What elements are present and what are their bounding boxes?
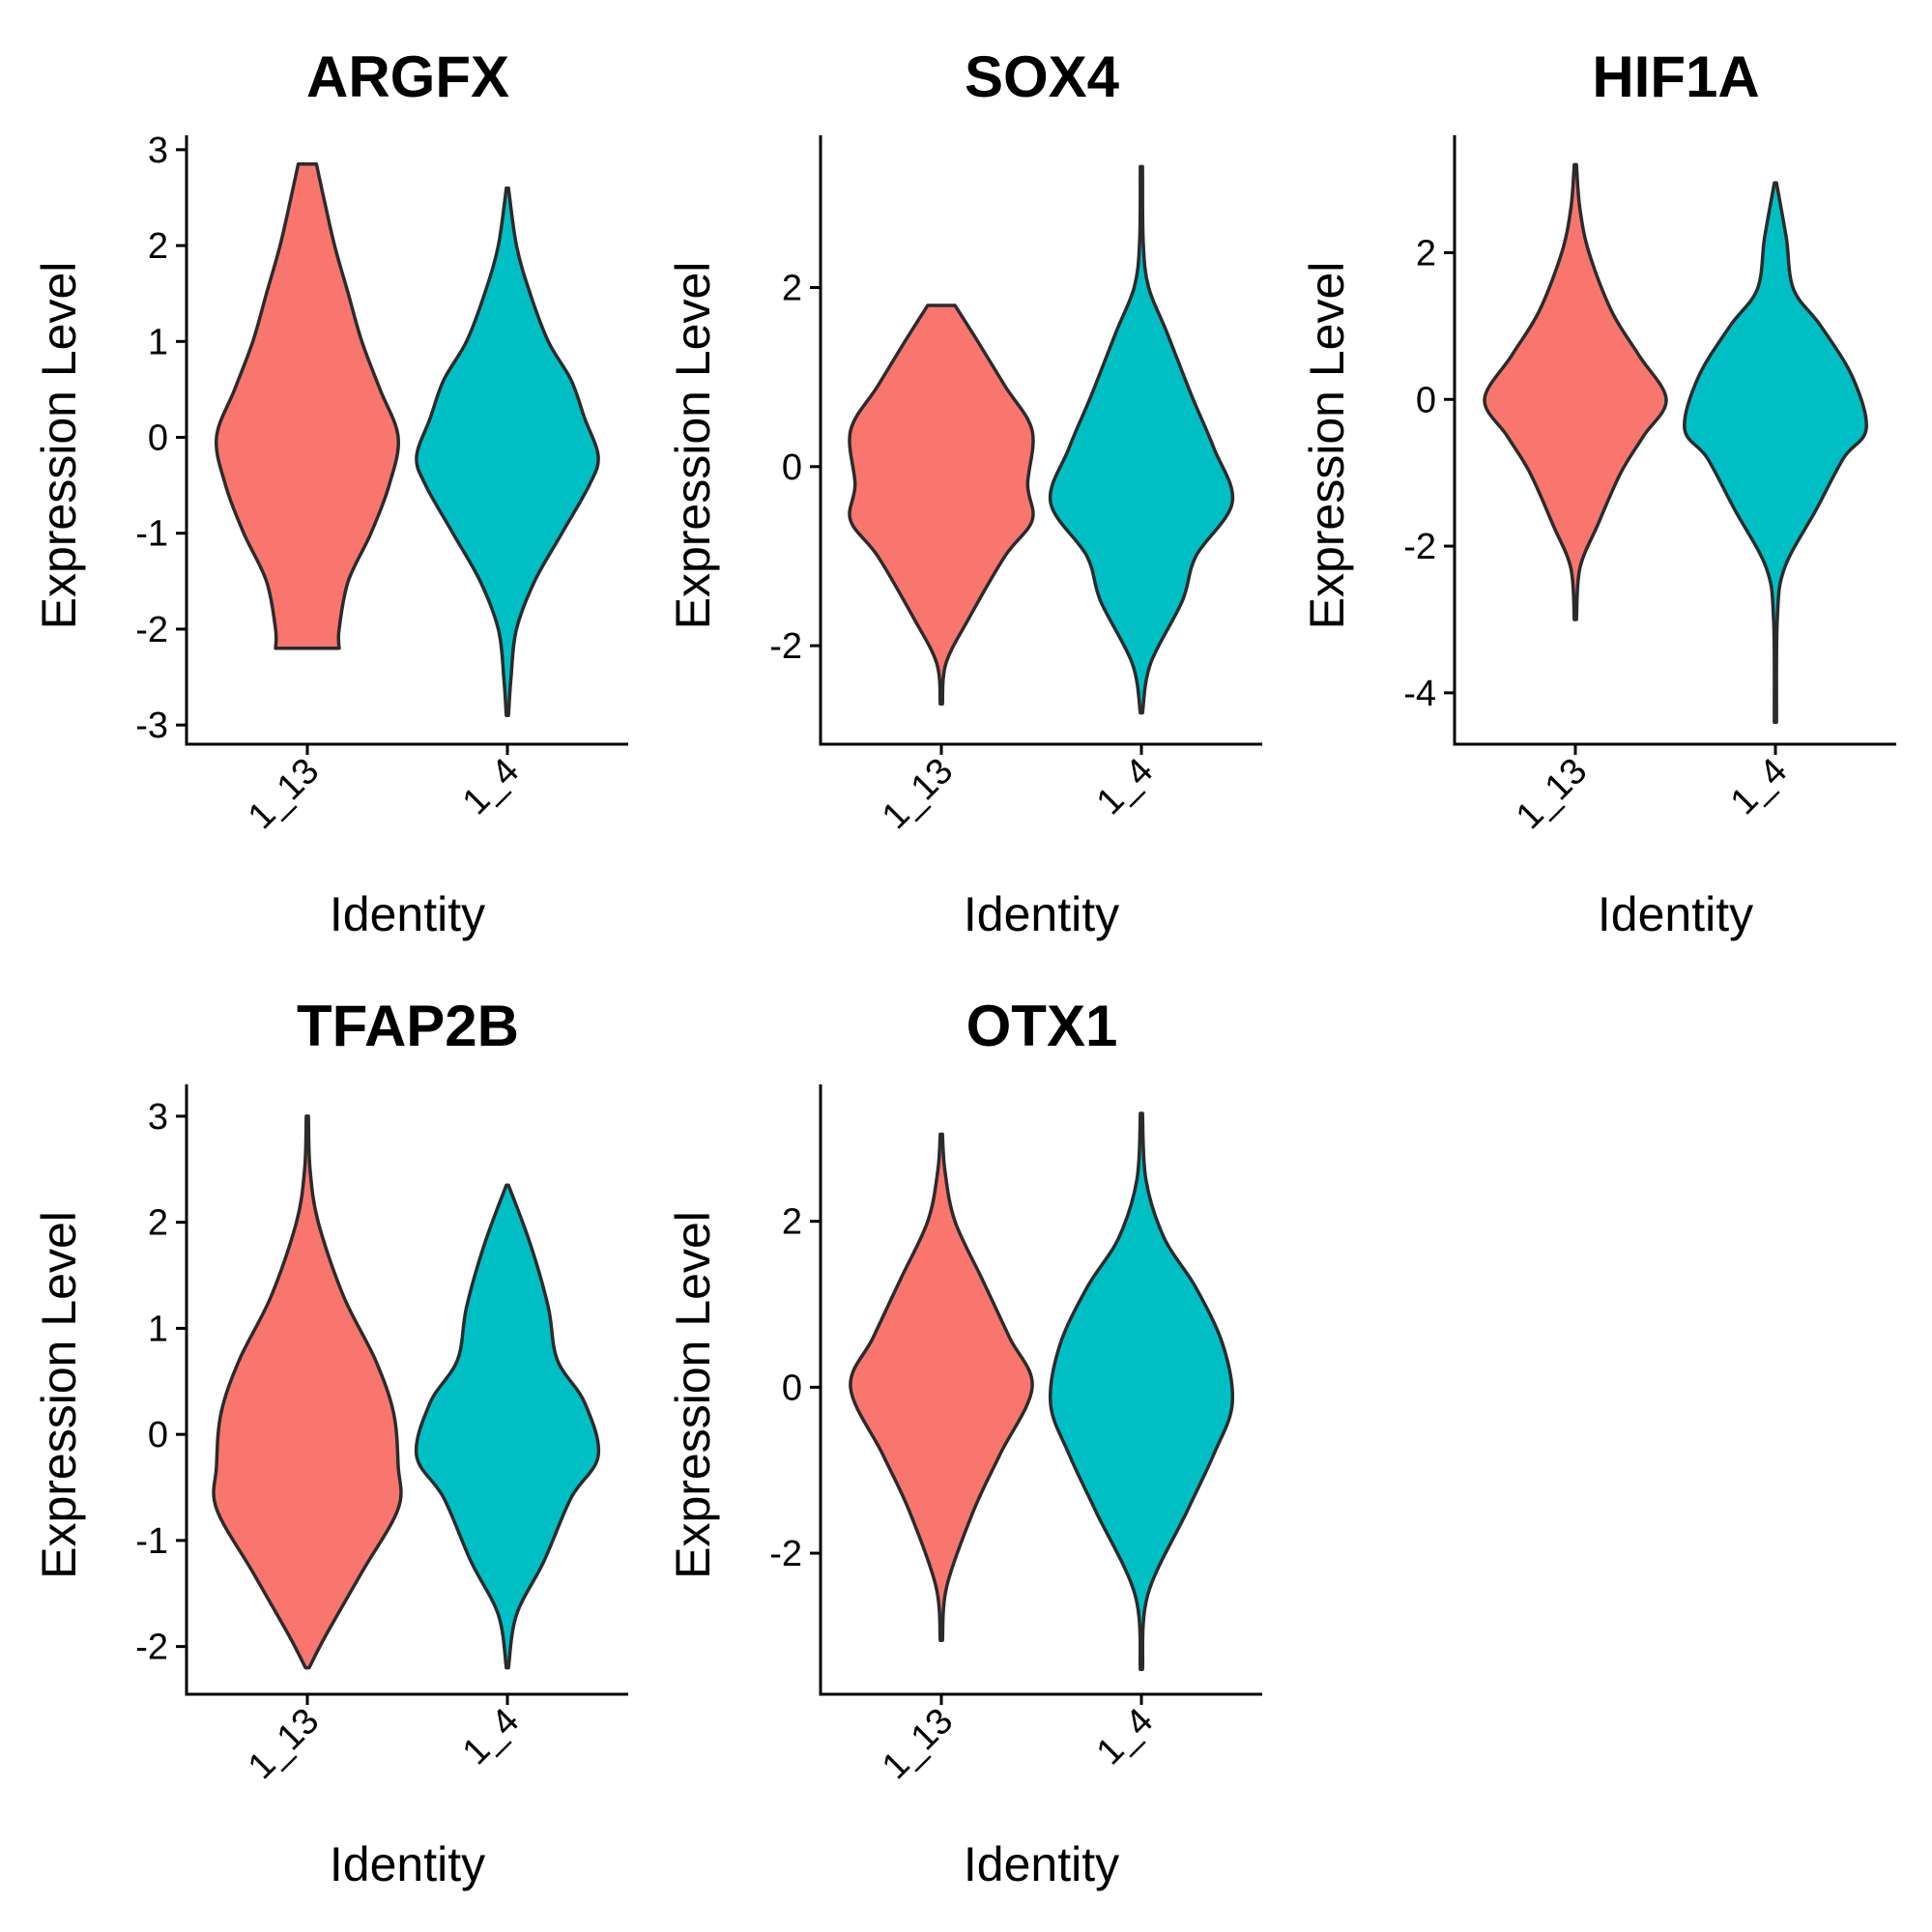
x-tick-label: 1_13 — [875, 1701, 961, 1787]
x-axis-label: Identity — [1598, 887, 1753, 941]
y-axis-label: Expression Level — [666, 262, 720, 630]
x-tick-label: 1_13 — [875, 751, 961, 837]
y-tick-label: -3 — [135, 706, 168, 746]
x-axis-label: Identity — [330, 1837, 485, 1891]
panel-title: TFAP2B — [297, 994, 519, 1058]
violin-panel-hif1a: HIF1A 2 0 -2 -4 1_13 1_4 Identity Expression Lev… — [1300, 44, 1896, 941]
violin-1_4 — [1048, 1111, 1235, 1671]
y-tick-label: -1 — [135, 1521, 168, 1562]
y-axis-label: Expression Level — [32, 262, 86, 630]
y-tick-label: -2 — [1403, 527, 1436, 567]
x-tick-label: 1_4 — [455, 751, 528, 823]
panel-title: OTX1 — [966, 994, 1118, 1058]
x-tick-label: 1_13 — [241, 1701, 327, 1787]
x-axis-label: Identity — [330, 887, 485, 941]
y-tick-label: 3 — [148, 130, 168, 171]
panel-title: SOX4 — [965, 44, 1120, 109]
x-tick-label: 1_4 — [455, 1701, 528, 1773]
y-tick-label: 1 — [148, 1309, 168, 1349]
y-tick-label: 0 — [782, 1368, 802, 1408]
y-axis-label: Expression Level — [32, 1211, 86, 1579]
y-tick-label: 2 — [148, 226, 168, 267]
y-tick-label: -4 — [1403, 674, 1436, 714]
violin-panel-tfap2b: TFAP2B 3 2 1 0 -1 -2 1_13 1_4 Identity Expression … — [32, 994, 628, 1891]
violin-1_4 — [415, 186, 600, 717]
violin-1_13 — [1483, 162, 1668, 621]
violin-1_4 — [1048, 164, 1235, 715]
y-tick-label: 2 — [1416, 233, 1436, 274]
violin-panel-argfx: ARGFX 3 2 1 0 -1 -2 -3 1_13 1_4 Identity Expression… — [32, 44, 628, 941]
y-tick-label: 1 — [148, 322, 168, 362]
x-tick-label: 1_13 — [241, 751, 327, 837]
y-tick-label: 2 — [782, 269, 802, 309]
x-axis-label: Identity — [964, 1837, 1119, 1891]
y-tick-label: -2 — [135, 1628, 168, 1668]
y-tick-label: -2 — [769, 626, 802, 667]
y-axis-label: Expression Level — [1300, 262, 1354, 630]
y-tick-label: -1 — [135, 514, 168, 555]
violin-1_13 — [849, 1132, 1034, 1642]
violin-1_13 — [215, 162, 400, 650]
y-tick-label: 2 — [148, 1203, 168, 1244]
y-tick-label: 0 — [148, 1415, 168, 1456]
panel-title: ARGFX — [306, 44, 509, 109]
y-tick-label: -2 — [769, 1534, 802, 1574]
x-axis-label: Identity — [964, 887, 1119, 941]
x-tick-label: 1_4 — [1089, 1701, 1162, 1773]
y-tick-label: -2 — [135, 610, 168, 650]
x-tick-label: 1_13 — [1509, 751, 1595, 837]
violin-1_13 — [848, 303, 1035, 706]
x-tick-label: 1_4 — [1089, 751, 1162, 823]
violin-panel-otx1: OTX1 2 0 -2 1_13 1_4 Identity Expression Level — [666, 994, 1262, 1891]
x-tick-label: 1_4 — [1723, 751, 1796, 823]
y-axis-label: Expression Level — [666, 1211, 720, 1579]
y-tick-label: 0 — [782, 447, 802, 488]
violin-1_13 — [212, 1114, 403, 1670]
y-tick-label: 3 — [148, 1097, 168, 1138]
violin-panel-sox4: SOX4 2 0 -2 1_13 1_4 Identity Expression Level — [666, 44, 1262, 941]
y-tick-label: 0 — [148, 418, 168, 459]
y-tick-label: 0 — [1416, 380, 1436, 420]
y-tick-label: 2 — [782, 1202, 802, 1243]
panel-title: HIF1A — [1592, 44, 1759, 109]
violin-1_4 — [1683, 181, 1868, 724]
violin-1_4 — [414, 1183, 601, 1670]
